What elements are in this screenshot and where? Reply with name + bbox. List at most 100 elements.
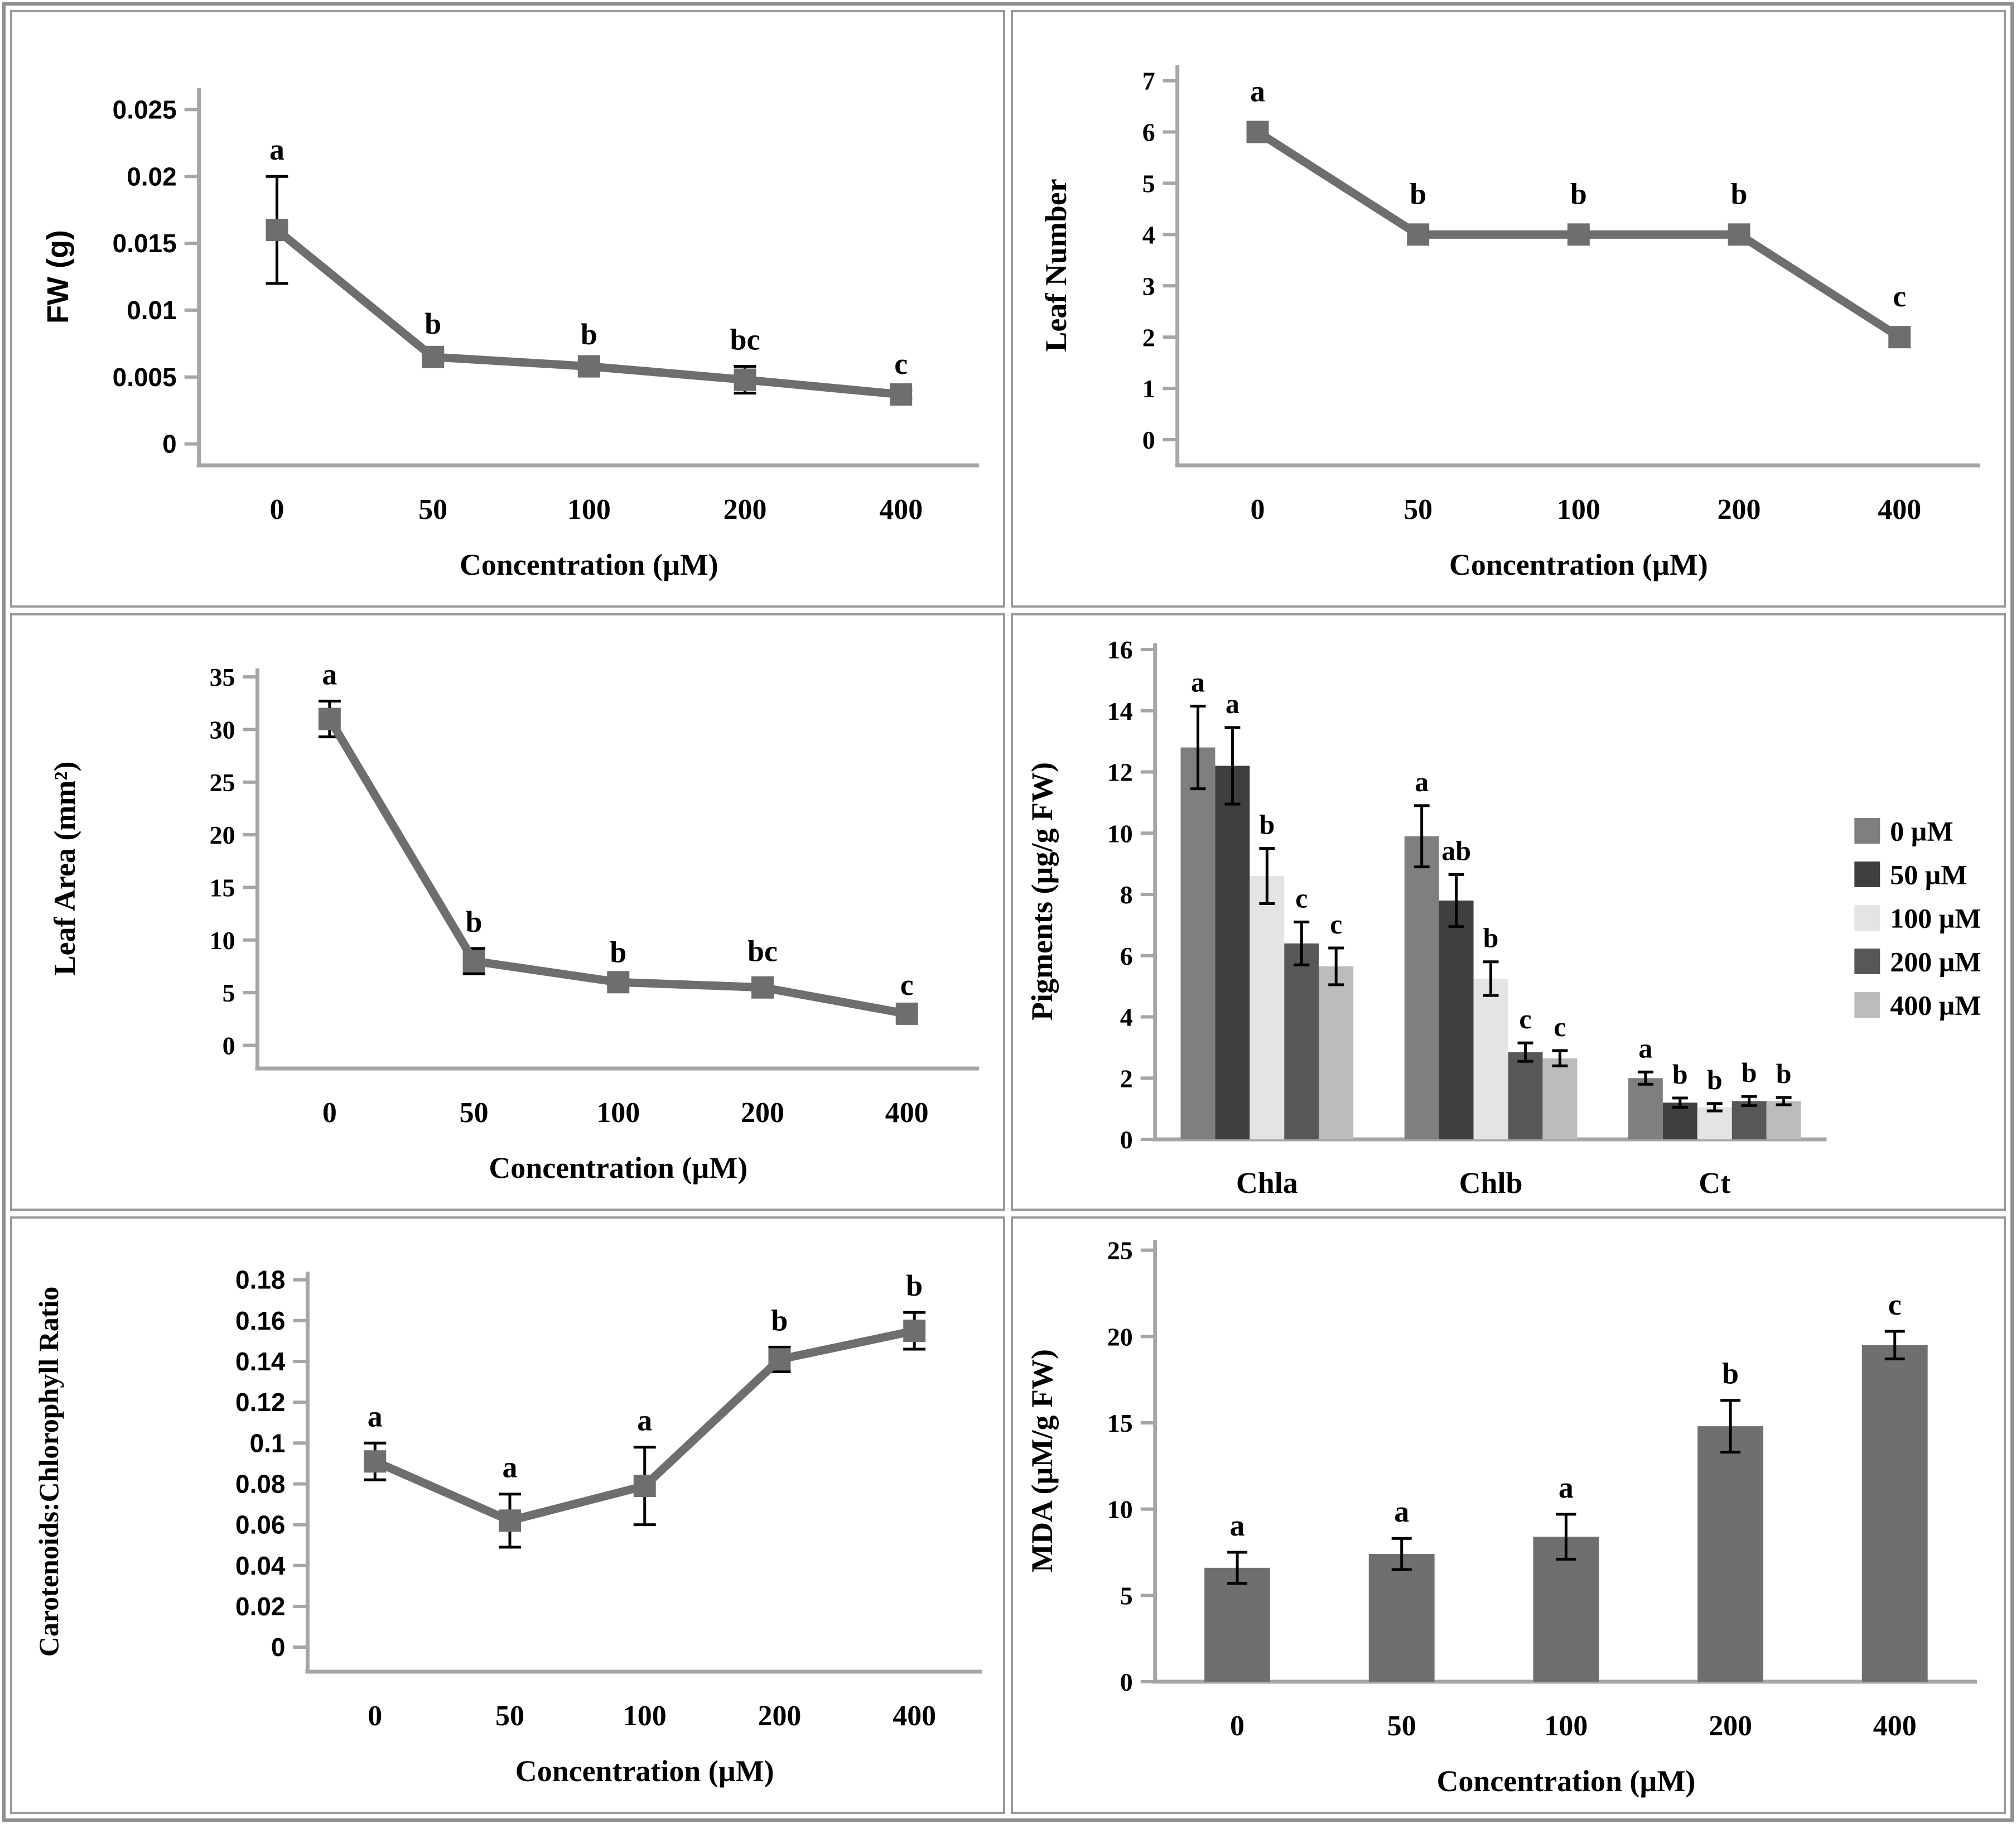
legend-label: 50 µM — [1890, 859, 1967, 890]
bar-400µM — [1319, 966, 1354, 1139]
bar-400µM — [1766, 1101, 1801, 1139]
fw-chart-svg: 0 0.005 0.01 0.015 0.02 0.025 FW (g) Concentrat… — [41, 88, 980, 581]
significance-label: a — [269, 133, 284, 166]
y-tick-label: 5 — [1142, 170, 1155, 198]
x-tick-label: 100 — [1557, 494, 1600, 526]
y-tick-label: 3 — [1142, 272, 1155, 300]
y-tick-label: 0.1 — [250, 1428, 286, 1457]
legend-label: 200 µM — [1890, 946, 1981, 977]
legend-label: 0 µM — [1890, 815, 1953, 846]
y-tick-label: 10 — [210, 926, 235, 955]
bar — [1368, 1554, 1435, 1682]
significance-label: a — [1638, 1032, 1652, 1063]
y-tick-label: 25 — [1107, 1236, 1133, 1265]
significance-label: b — [1731, 177, 1748, 210]
data-point-marker — [318, 708, 341, 730]
y-axis-title: FW (g) — [41, 230, 75, 324]
y-tick-label: 20 — [1107, 1322, 1133, 1351]
bar-100µM — [1697, 1107, 1732, 1139]
significance-label: b — [466, 905, 483, 939]
significance-label: b — [1570, 177, 1587, 210]
x-axis-title: Concentration (µM) — [489, 1151, 747, 1185]
y-tick-label: 10 — [1107, 819, 1133, 848]
panel-fw-chart: 0 0.005 0.01 0.015 0.02 0.025 FW (g) Concentrat… — [10, 10, 1005, 608]
legend: 0 µM 50 µM 100 µM 200 µM 400 µM — [1854, 815, 1981, 1021]
y-tick-label: 2 — [1120, 1064, 1133, 1093]
data-point-marker — [1567, 223, 1590, 246]
significance-label: a — [368, 1399, 383, 1433]
x-tick-label: 400 — [1873, 1710, 1917, 1742]
legend-label: 400 µM — [1890, 989, 1981, 1021]
data-point-marker — [1728, 223, 1750, 246]
data-point-marker — [422, 345, 445, 368]
legend-swatch — [1854, 818, 1880, 844]
x-tick-label: 100 — [623, 1700, 667, 1732]
significance-label: b — [1410, 177, 1426, 210]
data-point-marker — [890, 383, 913, 406]
x-tick-label: 0 — [322, 1097, 337, 1129]
bar-100µM — [1250, 876, 1285, 1139]
significance-label: bc — [747, 935, 778, 968]
bar-100µM — [1473, 978, 1508, 1139]
y-tick-label: 4 — [1142, 220, 1155, 249]
significance-label: a — [1191, 666, 1205, 697]
y-tick-label: 15 — [210, 874, 235, 902]
y-tick-label: 0.12 — [235, 1388, 285, 1417]
y-tick-label: 2 — [1142, 323, 1155, 352]
data-point-marker — [364, 1450, 387, 1473]
y-tick-label: 1 — [1142, 374, 1155, 403]
data-point-marker — [499, 1509, 521, 1532]
x-axis-title: Concentration (µM) — [460, 548, 718, 581]
data-point-marker — [1407, 223, 1430, 246]
significance-label: c — [900, 968, 914, 1002]
bar-50µM — [1662, 1103, 1697, 1139]
y-tick-label: 8 — [1120, 880, 1133, 909]
y-tick-label: 30 — [210, 716, 235, 744]
bar-400µM — [1542, 1058, 1578, 1139]
x-axis-title: Concentration (µM) — [1449, 548, 1708, 581]
data-point-marker — [462, 950, 485, 973]
x-tick-label: 100 — [1544, 1710, 1588, 1742]
x-tick-label: 200 — [741, 1097, 784, 1129]
y-tick-label: 5 — [223, 979, 235, 1007]
x-tick-label: 50 — [1387, 1710, 1416, 1742]
y-tick-label: 12 — [1107, 758, 1133, 787]
bar-200µM — [1732, 1101, 1767, 1139]
y-tick-label: 0.16 — [235, 1306, 285, 1335]
bar-50µM — [1439, 900, 1474, 1139]
y-tick-label: 0 — [271, 1633, 286, 1662]
y-tick-label: 0.14 — [235, 1347, 286, 1376]
y-tick-label: 0.025 — [113, 95, 177, 124]
significance-label: b — [581, 317, 597, 351]
bar-0µM — [1180, 747, 1216, 1139]
bar-200µM — [1508, 1052, 1543, 1139]
x-axis-title: Concentration (µM) — [515, 1754, 774, 1788]
y-tick-label: 7 — [1142, 67, 1155, 95]
x-tick-label: 200 — [758, 1700, 801, 1732]
panel-leaf-number-chart: 0 1 2 3 4 5 6 7 Leaf Number Concentration (µM) 0 50… — [1011, 10, 2006, 608]
bar-200µM — [1284, 943, 1319, 1139]
y-tick-label: 0 — [1120, 1125, 1133, 1154]
significance-label: b — [610, 936, 626, 969]
significance-label: c — [894, 347, 908, 381]
y-axis-title: Leaf Area (mm²) — [48, 762, 81, 976]
y-tick-label: 0.02 — [235, 1592, 285, 1621]
legend-swatch — [1854, 862, 1880, 887]
significance-label: b — [1483, 922, 1499, 954]
significance-label: a — [503, 1451, 518, 1484]
y-tick-label: 0.005 — [113, 363, 177, 392]
y-axis-title: MDA (µM/g FW) — [1025, 1349, 1059, 1572]
panel-mda-chart: 0 5 10 15 20 25 MDA (µM/g FW) Concentration (µM… — [1011, 1216, 2006, 1814]
data-point-marker — [577, 355, 600, 378]
x-tick-label: 0 — [1230, 1710, 1245, 1742]
significance-label: c — [1888, 1288, 1902, 1321]
data-point-marker — [734, 368, 756, 391]
x-tick-label: 100 — [596, 1097, 640, 1129]
y-tick-label: 0.08 — [235, 1470, 285, 1499]
bar — [1861, 1345, 1928, 1682]
significance-label: a — [637, 1404, 652, 1437]
panel-pigments-chart: 0 2 4 6 8 10 12 14 16 Pigments (µg/g FW) Chla a a b c c… — [1011, 613, 2006, 1211]
significance-label: c — [1893, 280, 1906, 313]
